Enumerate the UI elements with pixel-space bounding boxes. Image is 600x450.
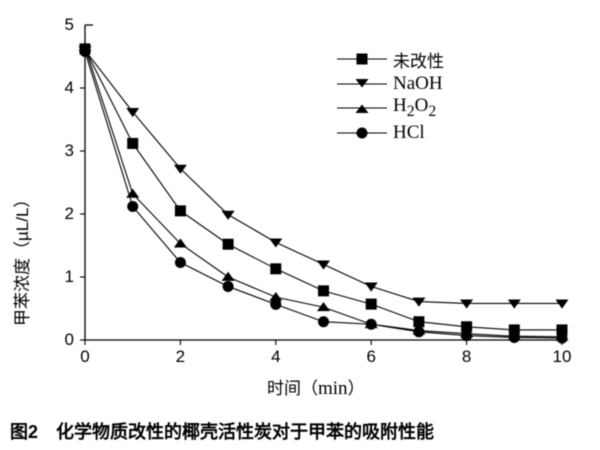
svg-text:6: 6 — [366, 347, 375, 366]
svg-text:2: 2 — [65, 204, 74, 223]
svg-text:3: 3 — [65, 141, 74, 160]
svg-text:5: 5 — [65, 15, 74, 34]
svg-text:1: 1 — [65, 267, 74, 286]
svg-text:8: 8 — [462, 347, 471, 366]
svg-text:0: 0 — [65, 330, 74, 349]
svg-text:2: 2 — [176, 347, 185, 366]
svg-text:4: 4 — [271, 347, 280, 366]
svg-text:10: 10 — [553, 347, 572, 366]
svg-text:0: 0 — [80, 347, 89, 366]
svg-text:4: 4 — [65, 78, 74, 97]
